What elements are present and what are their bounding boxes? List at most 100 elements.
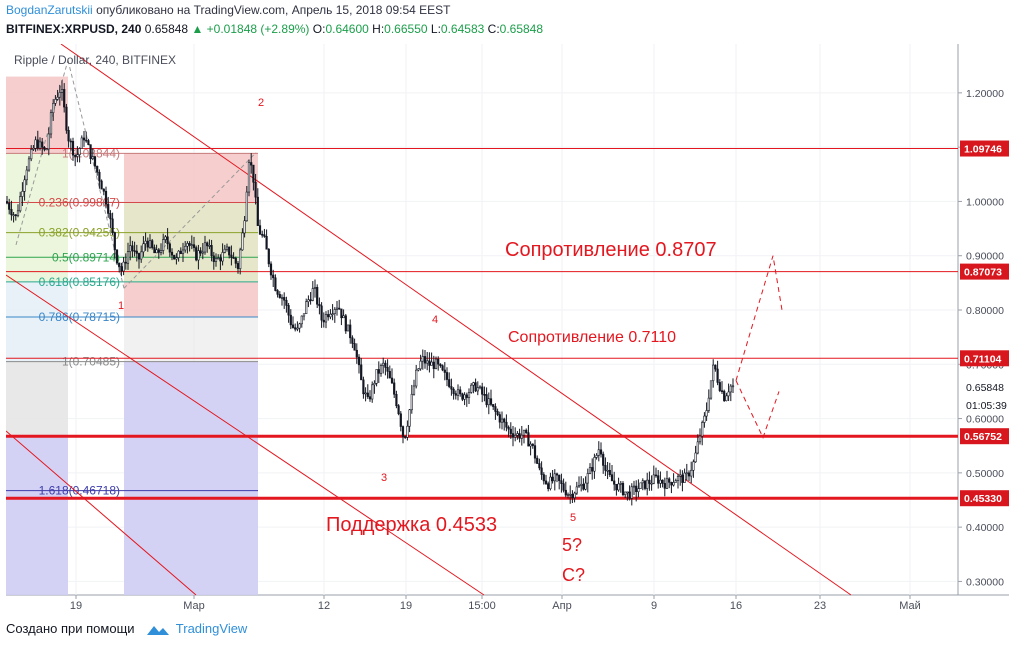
candle-body [25,169,28,181]
fib-trend-line [123,152,257,289]
price-tick-label: 0.30000 [966,576,1004,588]
candle-body [551,476,554,482]
candle-body [498,414,501,423]
candle-body [437,358,440,365]
candle-body [89,144,92,160]
candle-body [30,149,33,160]
candle-body [208,245,211,247]
candle-body [63,89,66,108]
candle-body [21,191,24,197]
candle-body [659,479,662,484]
fib-label: 0.236(0.99807) [39,195,120,209]
candle-body [731,385,735,388]
channel-line-upper [60,44,852,596]
candle-body [221,252,224,262]
symbol-name: BITFINEX:XRPUSD, 240 [6,22,142,36]
candle-body [54,99,57,104]
candle-body [632,485,636,488]
candle-body [382,362,385,366]
chart-area[interactable]: 1(1.08844)0.236(0.99807)0.382(0.94255)0.… [6,44,1009,614]
candle-body [47,133,50,150]
candle-body [718,382,721,391]
candle-body [217,257,220,260]
open-label: O: [312,22,326,36]
price-tag-label: 0.56752 [964,431,1002,443]
candle-body [566,494,570,496]
candle-body [342,315,345,319]
candle-body [393,382,396,395]
price-chart[interactable]: 1(1.08844)0.236(0.99807)0.382(0.94255)0.… [6,44,1009,614]
fib-label: 0.5(0.89714) [52,250,120,264]
candle-body [626,491,629,494]
price-tag-bg [960,490,1009,507]
price-tag-label: 1.09746 [964,144,1002,156]
candle-body [197,250,200,261]
candle-body [404,436,407,438]
tradingview-link[interactable]: TradingView [175,621,248,636]
projection-down [735,380,780,439]
candle-body [445,372,449,380]
price-axis: 1.200001.100001.000000.900000.800000.700… [958,88,1009,588]
candle-body [335,307,339,310]
candle-body [245,191,248,222]
candle-body [432,361,435,369]
candle-body [294,327,297,330]
candle-body [727,391,730,397]
candle-body [648,479,651,484]
candle-body [549,476,552,490]
candle-body [459,389,462,395]
candle-body [564,489,567,496]
time-tick-label: 16 [730,600,742,612]
candle-body [230,254,233,258]
candle-body [74,154,77,157]
candle-body [450,386,453,390]
candle-body [428,360,431,366]
candle-body [624,491,627,496]
candle-body [584,482,587,490]
candle-body [421,356,424,362]
candle-body [560,480,563,484]
candle-body [701,422,704,437]
candle-body [694,452,697,463]
price-tick-label: 0.90000 [966,251,1004,263]
annotation-qc: C? [562,565,585,585]
candle-body [322,319,325,323]
candle-body [542,474,545,482]
candle-body [285,299,288,306]
candle-body [223,248,226,253]
candle-body [43,147,46,150]
candle-body [243,220,246,234]
candle-body [340,308,343,319]
candle-body [522,429,526,436]
candle-body [67,129,70,142]
candle-body [124,261,127,264]
candle-body [606,470,609,472]
candle-body [184,245,187,251]
wave-label: 4 [432,314,438,326]
wave-label: 5 [570,512,576,524]
candle-body [153,247,156,254]
candle-body [254,181,257,198]
candle-body [483,394,486,396]
candle-body [181,249,185,255]
last-price: 0.65848 [144,22,189,36]
candle-body [720,390,724,392]
candle-body [338,307,341,310]
price-tag-label: 0.71104 [964,353,1002,365]
candle-body [670,482,673,486]
candle-body [10,209,13,216]
wave-label: 3 [381,472,387,484]
author-link[interactable]: BogdanZarutskii [6,3,93,17]
candle-body [377,369,380,374]
price-tag-bg [960,428,1009,445]
candle-body [320,305,323,321]
candle-body [525,429,528,433]
price-tag-bg [960,263,1009,280]
candle-body [258,225,262,235]
candle-body [133,250,136,252]
candle-body [628,491,631,499]
candle-body [397,405,400,415]
candle-body [36,139,39,149]
candle-body [96,165,99,173]
candle-body [503,418,506,423]
